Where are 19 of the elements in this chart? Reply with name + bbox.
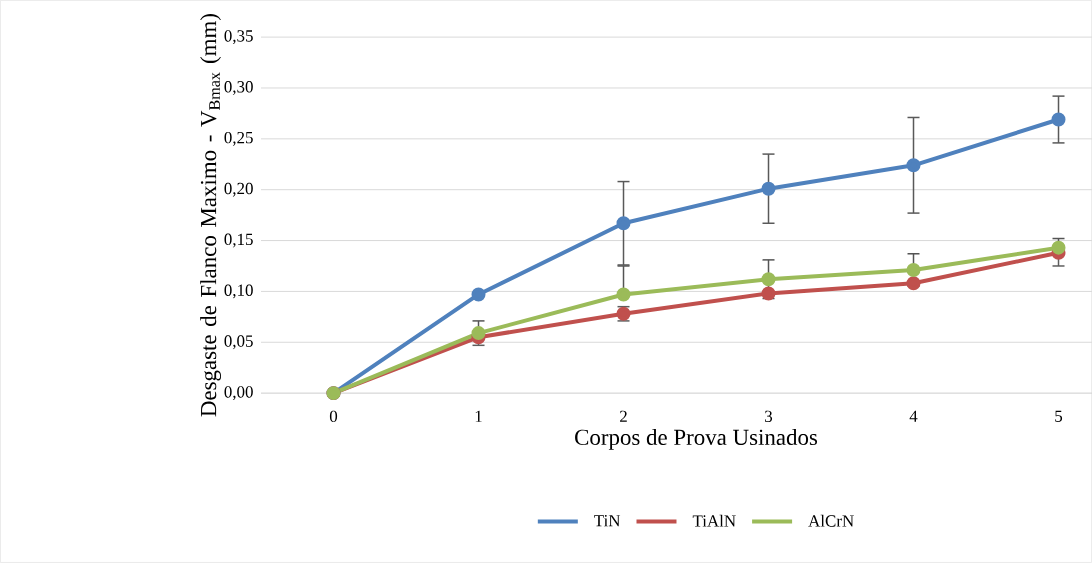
legend-label: AlCrN <box>808 514 854 527</box>
y-tick-label: 0,30 <box>224 81 253 95</box>
y-tick-label: 0,25 <box>224 131 253 146</box>
x-tick-label: 2 <box>620 410 627 422</box>
x-tick-label: 5 <box>1055 410 1063 422</box>
y-axis-title: Desgaste de Flanco Maximo - V$_{Bmax}$ (mm) <box>200 14 222 417</box>
x-axis-title: Corpos de Prova Usinados <box>575 428 818 450</box>
y-tick-label: 0,00 <box>224 386 253 401</box>
y-tick-label: 0,35 <box>224 30 253 45</box>
y-tick-label: 0,05 <box>224 335 253 350</box>
x-tick-label: 1 <box>475 410 482 422</box>
legend-label: TiAlN <box>692 514 736 527</box>
y-tick-label: 0,15 <box>224 233 253 248</box>
legend-label: TiN <box>594 515 621 527</box>
y-tick-label: 0,10 <box>224 284 253 299</box>
x-tick-label: 3 <box>765 410 773 423</box>
y-tick-label: 0,20 <box>224 182 253 197</box>
x-tick-label: 0 <box>329 410 338 423</box>
x-tick-label: 4 <box>909 410 918 422</box>
